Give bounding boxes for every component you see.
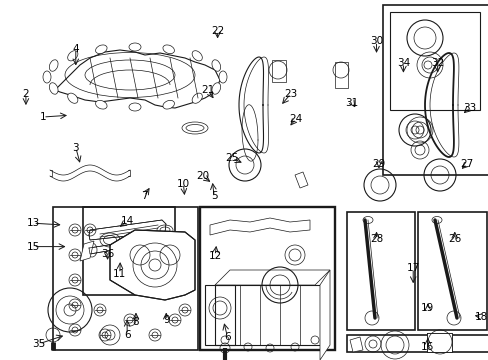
Text: 6: 6	[123, 330, 130, 340]
Ellipse shape	[219, 71, 226, 83]
Polygon shape	[89, 220, 165, 240]
Text: 21: 21	[201, 85, 214, 95]
Text: 3: 3	[72, 143, 79, 153]
Text: 24: 24	[288, 114, 302, 124]
Ellipse shape	[211, 83, 220, 94]
Polygon shape	[294, 172, 307, 188]
Text: 5: 5	[210, 191, 217, 201]
Text: 25: 25	[225, 153, 239, 163]
Text: 6: 6	[224, 332, 230, 342]
Polygon shape	[209, 218, 309, 235]
Bar	[346, 335, 488, 352]
Polygon shape	[319, 270, 329, 360]
Bar	[382, 5, 488, 175]
Polygon shape	[426, 333, 451, 352]
Text: 14: 14	[120, 216, 134, 226]
Ellipse shape	[43, 71, 51, 83]
Ellipse shape	[129, 103, 141, 111]
Text: 9: 9	[163, 315, 169, 325]
Text: 28: 28	[369, 234, 383, 244]
Ellipse shape	[49, 83, 58, 94]
Text: 7: 7	[141, 191, 147, 201]
Bar	[53, 207, 198, 350]
Text: 12: 12	[208, 251, 222, 261]
Text: 11: 11	[113, 269, 126, 279]
Ellipse shape	[129, 43, 141, 51]
Text: 8: 8	[132, 317, 139, 327]
Polygon shape	[349, 337, 362, 352]
Ellipse shape	[163, 45, 174, 54]
Text: 29: 29	[371, 159, 385, 169]
Polygon shape	[55, 50, 220, 108]
Text: 1: 1	[40, 112, 46, 122]
Polygon shape	[80, 241, 94, 261]
Text: 22: 22	[210, 26, 224, 36]
Ellipse shape	[163, 100, 174, 109]
Text: 16: 16	[420, 342, 434, 352]
Bar	[271, 60, 285, 82]
Bar	[334, 62, 347, 88]
Polygon shape	[215, 270, 329, 285]
Text: 15: 15	[26, 242, 40, 252]
Bar	[389, 12, 479, 110]
Text: 33: 33	[462, 103, 475, 113]
Text: 13: 13	[26, 218, 40, 228]
Text: 4: 4	[72, 44, 79, 54]
Ellipse shape	[95, 100, 107, 109]
Text: 35: 35	[32, 339, 46, 349]
Text: 26: 26	[447, 234, 461, 244]
Ellipse shape	[49, 60, 58, 71]
Bar	[215, 285, 319, 345]
Text: 23: 23	[284, 89, 297, 99]
Bar	[346, 212, 414, 330]
Polygon shape	[110, 230, 195, 300]
Bar	[83, 207, 175, 295]
Bar	[200, 207, 334, 350]
Text: 17: 17	[406, 263, 419, 273]
Text: 18: 18	[474, 312, 488, 322]
Text: 31: 31	[345, 98, 358, 108]
Text: 36: 36	[101, 249, 114, 259]
Ellipse shape	[95, 45, 107, 54]
Ellipse shape	[192, 51, 202, 61]
Ellipse shape	[211, 60, 220, 71]
Polygon shape	[89, 237, 164, 254]
Ellipse shape	[67, 93, 78, 103]
Bar	[204, 285, 235, 345]
Text: 2: 2	[22, 89, 29, 99]
Text: 34: 34	[396, 58, 409, 68]
Text: 10: 10	[177, 179, 189, 189]
Ellipse shape	[192, 93, 202, 103]
Text: 19: 19	[420, 303, 434, 313]
Text: 32: 32	[430, 58, 444, 68]
Bar	[417, 212, 486, 330]
Text: 30: 30	[369, 36, 382, 46]
Ellipse shape	[67, 51, 78, 61]
Text: 27: 27	[459, 159, 473, 169]
Text: 20: 20	[196, 171, 209, 181]
